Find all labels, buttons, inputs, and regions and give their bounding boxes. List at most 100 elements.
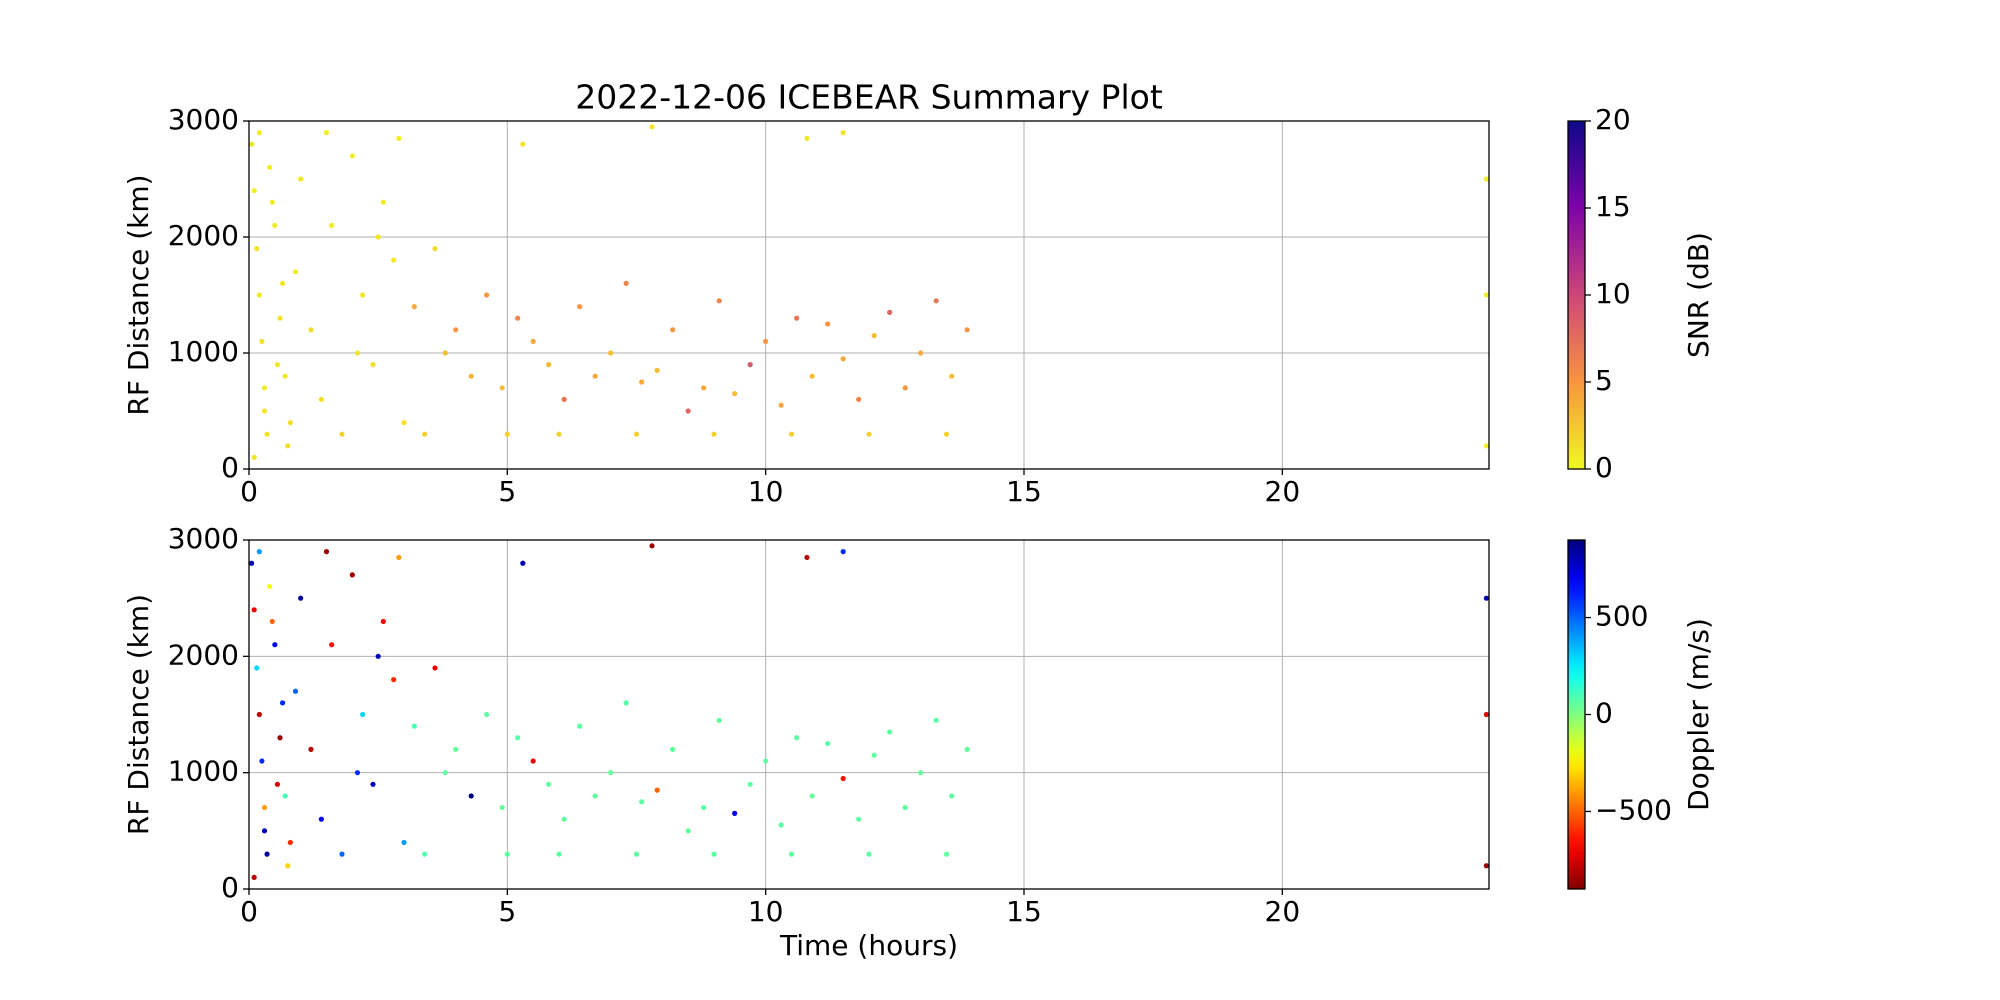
scatter-point [453, 327, 459, 333]
scatter-point [515, 735, 521, 741]
scatter-point [453, 746, 459, 753]
scatter-point [520, 560, 526, 566]
scatter-point [887, 309, 893, 315]
scatter-point [871, 752, 877, 758]
scatter-point [370, 781, 376, 787]
scatter-point [277, 735, 283, 741]
y-tick-label: 2000 [168, 219, 239, 252]
scatter-point [623, 700, 629, 706]
scatter-point [432, 246, 438, 252]
y-tick-label: 1000 [168, 335, 239, 368]
scatter-point [670, 327, 676, 333]
scatter-point [499, 804, 505, 811]
scatter-point [633, 431, 640, 437]
scatter-point [561, 816, 567, 822]
scatter-point [840, 775, 846, 782]
scatter-point [530, 758, 536, 764]
x-tick-label: 5 [498, 475, 516, 508]
scatter-point [866, 431, 872, 437]
scatter-point [809, 373, 815, 379]
scatter-point [1483, 292, 1490, 298]
scatter-point [804, 554, 810, 561]
y-tick-label: 0 [221, 871, 239, 904]
scatter-point [329, 642, 335, 648]
scatter-point [484, 711, 490, 718]
scatter-point [778, 822, 784, 828]
x-tick-label: 0 [240, 895, 258, 928]
scatter-point [943, 851, 950, 857]
colorbar-tick-label: 0 [1595, 451, 1613, 484]
scatter-point [856, 396, 862, 402]
x-tick-label: 0 [240, 475, 258, 508]
scatter-point [685, 828, 691, 834]
scatter-point [623, 280, 629, 286]
scatter-point [248, 560, 255, 566]
y-tick-label: 3000 [168, 103, 239, 136]
scatter-point [592, 373, 598, 379]
scatter-point [308, 746, 314, 753]
scatter-point [468, 373, 474, 379]
scatter-point [1483, 595, 1490, 601]
scatter-point [825, 321, 831, 327]
colorbar-label: Doppler (m/s) [1682, 618, 1715, 811]
scatter-point [264, 431, 270, 437]
scatter-point [840, 549, 846, 555]
scatter-point [287, 420, 293, 426]
scatter-point [279, 280, 286, 286]
scatter-point [349, 572, 355, 578]
scatter-point [254, 665, 260, 671]
scatter-point [685, 408, 691, 414]
scatter-point [251, 874, 257, 880]
scatter-point [323, 549, 330, 555]
scatter-point [269, 618, 275, 625]
scatter-point [788, 431, 795, 437]
scatter-point [809, 793, 815, 799]
scatter-point [411, 723, 417, 729]
scatter-point [794, 735, 800, 741]
scatter-point [298, 595, 304, 601]
chart-title: 2022-12-06 ICEBEAR Summary Plot [575, 78, 1163, 117]
scatter-point [375, 234, 381, 240]
scatter-point [261, 385, 268, 391]
scatter-point [354, 770, 361, 776]
scatter-point [964, 327, 970, 333]
scatter-point [318, 396, 324, 402]
scatter-point [329, 222, 335, 228]
scatter-point [649, 543, 655, 549]
scatter-point [887, 729, 893, 735]
scatter-point [267, 164, 273, 170]
colorbar-tick-label: 0 [1595, 697, 1613, 730]
scatter-point [442, 350, 448, 356]
scatter-point [285, 443, 291, 449]
x-tick-label: 15 [1006, 475, 1042, 508]
scatter-point [1483, 711, 1490, 718]
scatter-point [256, 130, 262, 136]
scatter-point [747, 362, 753, 368]
scatter-point [902, 804, 908, 811]
scatter-point [248, 141, 255, 147]
scatter-point [375, 653, 381, 659]
scatter-point [1483, 176, 1490, 182]
scatter-point [396, 554, 402, 561]
scatter-point [259, 758, 265, 764]
scatter-point [654, 787, 660, 793]
scatter-point [282, 373, 288, 379]
scatter-point [556, 431, 562, 437]
y-axis-label: RF Distance (km) [122, 594, 155, 835]
colorbar-tick-label: 500 [1595, 600, 1648, 633]
scatter-point [259, 338, 265, 344]
scatter-point [323, 130, 330, 136]
y-tick-label: 2000 [168, 638, 239, 671]
scatter-point [608, 350, 614, 356]
scatter-point [1483, 863, 1490, 869]
scatter-point [711, 851, 717, 857]
scatter-point [287, 839, 293, 846]
scatter-point [546, 781, 552, 787]
colorbar-label: SNR (dB) [1682, 232, 1715, 358]
scatter-point [556, 851, 562, 857]
scatter-point [778, 402, 784, 408]
scatter-point [277, 315, 283, 321]
x-axis-label: Time (hours) [779, 929, 958, 962]
scatter-point [272, 642, 278, 648]
